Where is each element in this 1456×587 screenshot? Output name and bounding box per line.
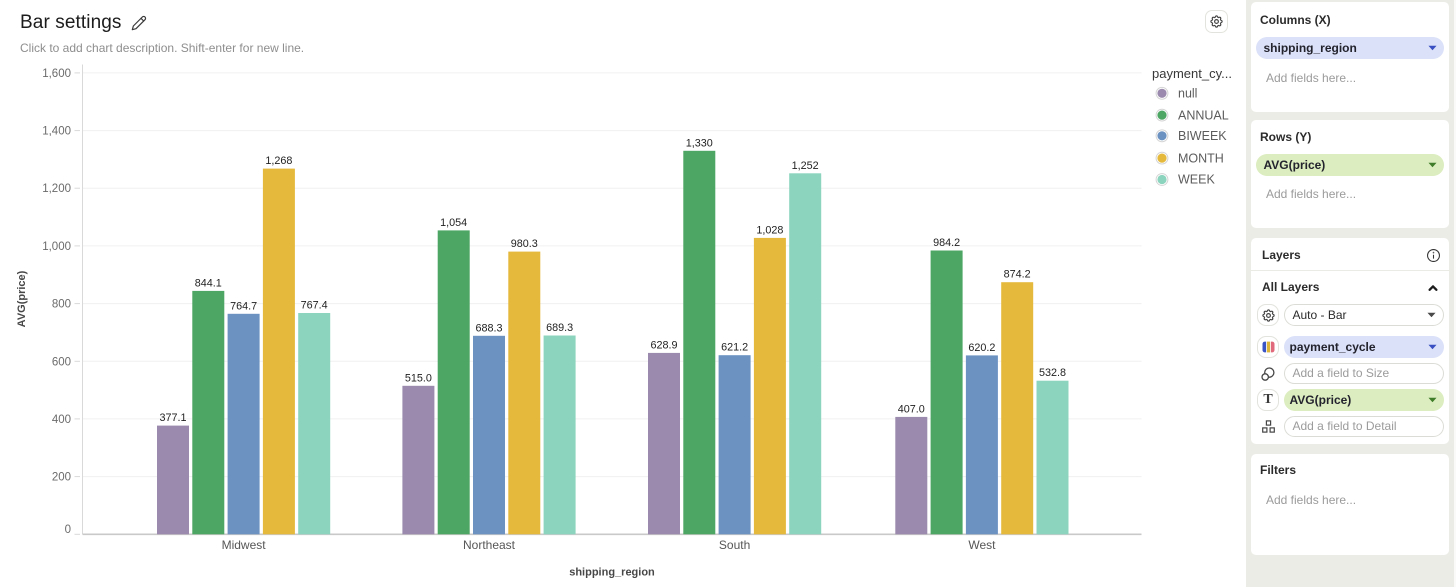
svg-text:377.1: 377.1: [159, 412, 186, 424]
svg-text:689.3: 689.3: [546, 322, 573, 334]
svg-text:West: West: [968, 538, 996, 552]
svg-text:1,200: 1,200: [42, 183, 71, 195]
svg-text:515.0: 515.0: [405, 372, 432, 384]
svg-text:767.4: 767.4: [301, 300, 328, 312]
svg-text:1,600: 1,600: [42, 68, 71, 80]
svg-text:shipping_region: shipping_region: [569, 567, 655, 579]
svg-text:621.2: 621.2: [721, 342, 748, 354]
svg-text:874.2: 874.2: [1004, 269, 1031, 281]
svg-text:1,330: 1,330: [686, 137, 713, 149]
svg-text:0: 0: [65, 524, 71, 536]
svg-text:payment_cy...: payment_cy...: [1152, 66, 1232, 81]
svg-text:200: 200: [52, 472, 71, 484]
svg-text:AVG(price): AVG(price): [16, 270, 28, 327]
svg-text:1,268: 1,268: [265, 155, 292, 167]
svg-text:1,252: 1,252: [792, 160, 819, 172]
svg-text:628.9: 628.9: [650, 339, 677, 351]
svg-text:400: 400: [52, 414, 71, 426]
svg-text:1,028: 1,028: [756, 224, 783, 236]
svg-text:980.3: 980.3: [511, 238, 538, 250]
svg-text:1,000: 1,000: [42, 241, 71, 253]
svg-text:764.7: 764.7: [230, 300, 257, 312]
svg-text:800: 800: [52, 299, 71, 311]
svg-text:Northeast: Northeast: [463, 538, 516, 552]
svg-text:620.2: 620.2: [968, 342, 995, 354]
svg-text:MONTH: MONTH: [1178, 151, 1224, 165]
svg-text:null: null: [1178, 87, 1197, 101]
svg-text:1,054: 1,054: [440, 217, 467, 229]
svg-text:407.0: 407.0: [898, 403, 925, 415]
svg-text:Midwest: Midwest: [222, 538, 267, 552]
svg-text:1,400: 1,400: [42, 126, 71, 138]
svg-text:South: South: [719, 538, 750, 552]
svg-text:532.8: 532.8: [1039, 367, 1066, 379]
svg-text:984.2: 984.2: [933, 237, 960, 249]
svg-text:ANNUAL: ANNUAL: [1178, 108, 1229, 122]
svg-text:688.3: 688.3: [475, 322, 502, 334]
svg-text:WEEK: WEEK: [1178, 173, 1215, 187]
svg-text:600: 600: [52, 356, 71, 368]
svg-text:BIWEEK: BIWEEK: [1178, 129, 1227, 143]
svg-text:844.1: 844.1: [195, 277, 222, 289]
